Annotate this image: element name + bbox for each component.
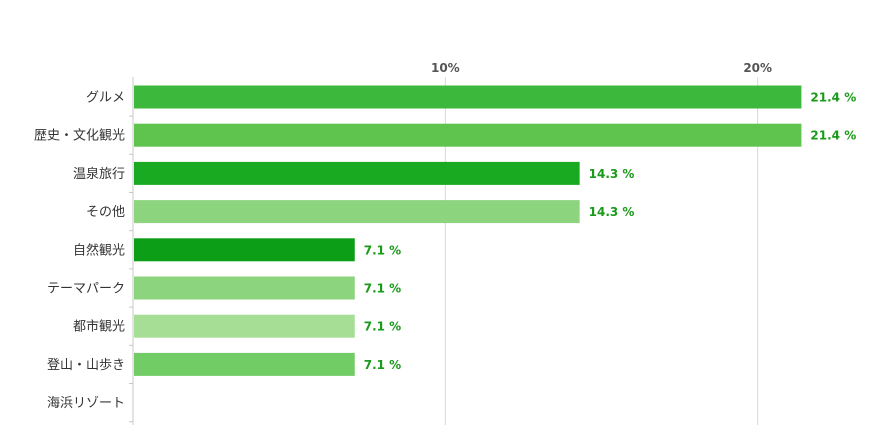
data-label: 14.3 % [589,205,635,219]
bar [134,238,355,262]
bar [134,352,355,376]
category-label: 登山・山歩き [47,358,125,373]
category-label: 都市観光 [73,319,125,335]
x-tick-label: 10% [431,61,460,75]
category-label: 海浜リゾート [47,396,125,411]
data-label: 7.1 % [364,243,401,257]
category-label: グルメ [86,91,125,106]
category-label: テーマパーク [47,282,125,297]
category-label: 歴史・文化観光 [34,129,125,144]
data-labels: 21.4 % 21.4 % 14.3 % 14.3 % 7.1 % 7.1 % 7.1 % 7… [364,91,856,372]
bar [134,123,802,147]
data-label: 21.4 % [810,129,856,143]
bar [134,276,355,300]
category-labels: グルメ歴史・文化観光温泉旅行その他自然観光テーマパーク都市観光登山・山歩き海浜リ… [34,91,133,423]
x-axis-ticks: 10% 20% [431,61,772,75]
bar [134,161,580,185]
data-label: 7.1 % [364,358,401,372]
bar [134,200,580,224]
data-label: 14.3 % [589,167,635,181]
category-label: 温泉旅行 [73,166,125,182]
category-label: 自然観光 [73,242,125,258]
bar [134,314,355,338]
data-label: 7.1 % [364,282,401,296]
x-tick-label: 20% [743,61,772,75]
bars [134,85,802,376]
bar [134,85,802,109]
category-label: その他 [86,205,125,220]
data-label: 21.4 % [810,91,856,105]
data-label: 7.1 % [364,320,401,334]
